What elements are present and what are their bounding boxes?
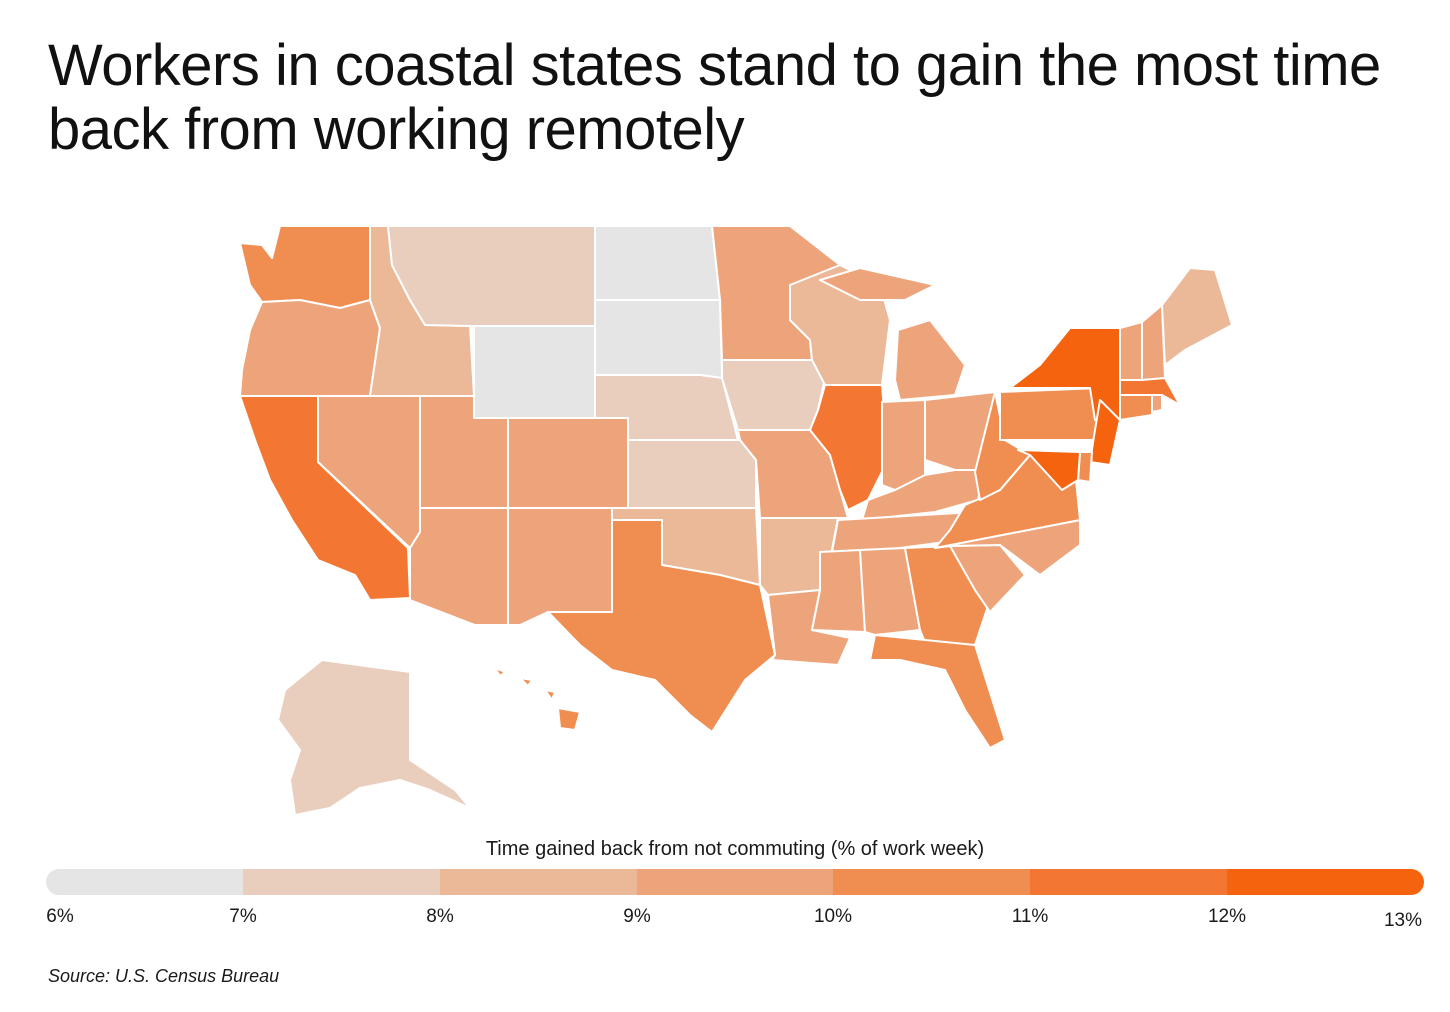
state-nh	[1141, 304, 1166, 381]
legend-bin-5	[833, 869, 1031, 895]
state-mi	[819, 267, 966, 401]
legend-title: Time gained back from not commuting (% o…	[485, 838, 985, 860]
state-sd	[594, 299, 723, 379]
state-wy	[473, 325, 596, 419]
state-co	[507, 417, 629, 509]
state-nd	[594, 225, 721, 301]
state-pa	[999, 387, 1101, 441]
legend-bin-4	[636, 869, 834, 895]
legend-bin-3	[439, 869, 637, 895]
state-hi	[494, 667, 581, 731]
legend-tick-label: 9%	[623, 906, 651, 927]
state-nj	[1089, 399, 1121, 466]
state-al	[859, 547, 921, 636]
state-ct	[1119, 394, 1153, 421]
chart-title: Workers in coastal states stand to gain …	[48, 33, 1381, 162]
state-or	[239, 299, 381, 397]
legend-color-bar	[46, 869, 1424, 895]
legend-bin-7	[1227, 869, 1424, 895]
state-fl	[869, 634, 1006, 749]
legend-tick-label: 10%	[813, 906, 853, 927]
state-ri	[1151, 394, 1163, 413]
legend-tick-label: 12%	[1207, 906, 1247, 927]
legend-bin-2	[242, 869, 440, 895]
legend-tick-label: 6%	[46, 906, 74, 927]
state-nm	[507, 507, 613, 626]
state-vt	[1119, 321, 1143, 381]
legend-tick-label: 8%	[426, 906, 454, 927]
legend-tick-label: 13%	[1383, 910, 1423, 931]
state-me	[1161, 267, 1233, 366]
state-ak	[277, 659, 471, 816]
state-ia	[721, 359, 826, 431]
state-ks	[627, 439, 757, 509]
state-ms	[811, 549, 866, 633]
state-in	[881, 399, 926, 491]
state-md	[1017, 449, 1081, 491]
legend-tick-label: 7%	[229, 906, 257, 927]
state-az	[409, 507, 509, 626]
legend-tick-label: 11%	[1011, 906, 1049, 927]
state-mt	[387, 225, 596, 327]
legend-bin-6	[1030, 869, 1228, 895]
source-note: Source: U.S. Census Bureau	[48, 966, 280, 986]
legend-bin-1	[46, 869, 243, 895]
state-wa	[239, 225, 371, 309]
